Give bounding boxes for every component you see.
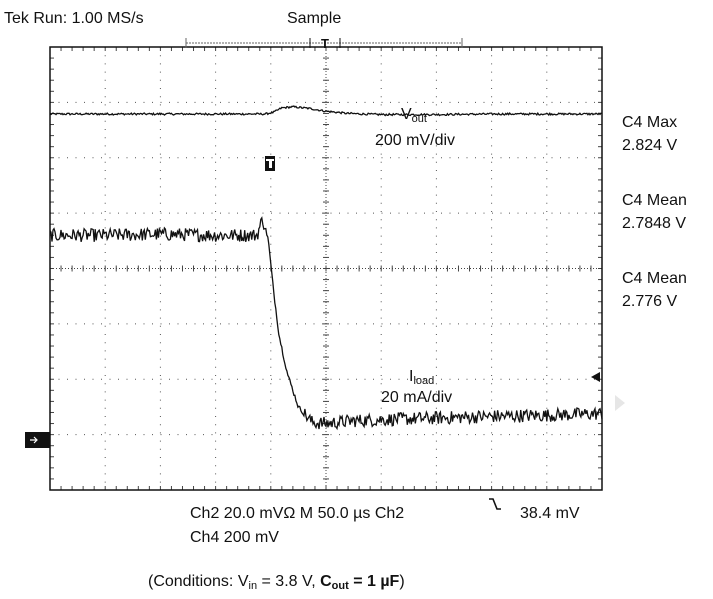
channel-ground-marker — [25, 432, 50, 448]
trigger-position-marker: T — [321, 36, 329, 51]
measurement-1-label: C4 Max — [622, 114, 677, 132]
falling-edge-icon — [488, 497, 502, 511]
trigger-level: 38.4 mV — [520, 505, 580, 523]
trigger-level-arrow — [591, 372, 600, 382]
acquisition-mode: Sample — [287, 10, 341, 28]
measurement-3-value: 2.776 V — [622, 293, 677, 311]
channel4-settings: Ch4 200 mV — [190, 529, 279, 547]
watermark-shape — [615, 395, 625, 411]
test-conditions: (Conditions: Vin = 3.8 V, Cout = 1 µF) — [148, 573, 405, 595]
acquisition-status: Tek Run: 1.00 MS/s — [4, 10, 144, 28]
vout-trace-label: Vout — [401, 106, 427, 128]
channel2-settings: Ch2 20.0 mVΩ M 50.0 µs Ch2 — [190, 505, 404, 523]
measurement-1-value: 2.824 V — [622, 137, 677, 155]
measurement-3-label: C4 Mean — [622, 270, 687, 288]
iload-trace-label: Iload — [409, 368, 434, 390]
horizontal-position-bar: T — [186, 36, 462, 51]
iload-scale-label: 20 mA/div — [381, 389, 452, 407]
measurement-2-label: C4 Mean — [622, 192, 687, 210]
measurement-2-value: 2.7848 V — [622, 215, 686, 233]
vout-scale-label: 200 mV/div — [375, 132, 455, 150]
trigger-point-marker — [265, 156, 275, 171]
